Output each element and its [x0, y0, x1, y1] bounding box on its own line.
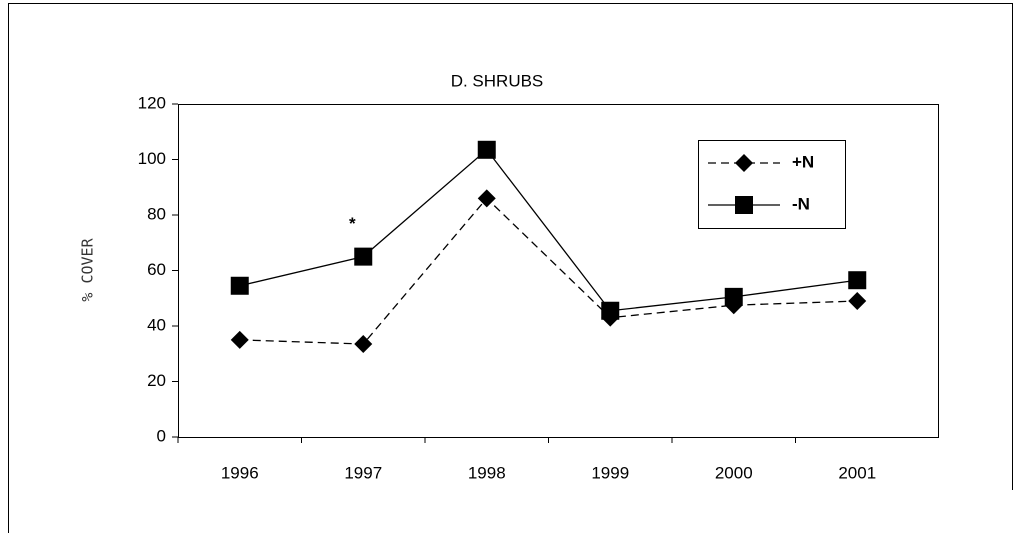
chart-title: D. SHRUBS — [451, 71, 544, 90]
x-tick-label: 1999 — [591, 463, 629, 482]
x-tick-label: 1997 — [344, 463, 382, 482]
legend-label: +N — [792, 152, 814, 171]
data-point — [354, 335, 373, 354]
series-line — [239, 197, 858, 345]
y-tick-label: 100 — [138, 149, 166, 168]
data-point — [477, 140, 496, 159]
plot-area — [178, 104, 939, 438]
chart-frame — [8, 3, 1013, 533]
y-tick-label: 120 — [138, 93, 166, 112]
data-point — [848, 292, 867, 311]
x-tick-label: 1998 — [468, 463, 506, 482]
x-tick-label: 2000 — [715, 463, 753, 482]
legend-label: -N — [792, 194, 810, 213]
y-axis-label: % COVER — [79, 237, 97, 301]
x-tick-label: 2001 — [838, 463, 876, 482]
y-tick-label: 40 — [147, 315, 166, 334]
y-tick-label: 20 — [147, 371, 166, 390]
x-tick-label: 1996 — [221, 463, 259, 482]
data-point — [724, 287, 743, 306]
legend-box — [698, 140, 846, 229]
data-point — [848, 271, 867, 290]
data-point — [354, 247, 373, 266]
legend-marker — [735, 196, 753, 214]
data-point — [230, 276, 249, 295]
series-line — [239, 148, 858, 312]
y-tick-label: 80 — [147, 204, 166, 223]
annotation: * — [349, 214, 356, 233]
y-tick-label: 60 — [147, 260, 166, 279]
legend-marker — [735, 154, 753, 172]
data-point — [477, 189, 496, 208]
data-point — [230, 330, 249, 349]
y-tick-label: 0 — [157, 426, 166, 445]
data-point — [601, 301, 620, 320]
